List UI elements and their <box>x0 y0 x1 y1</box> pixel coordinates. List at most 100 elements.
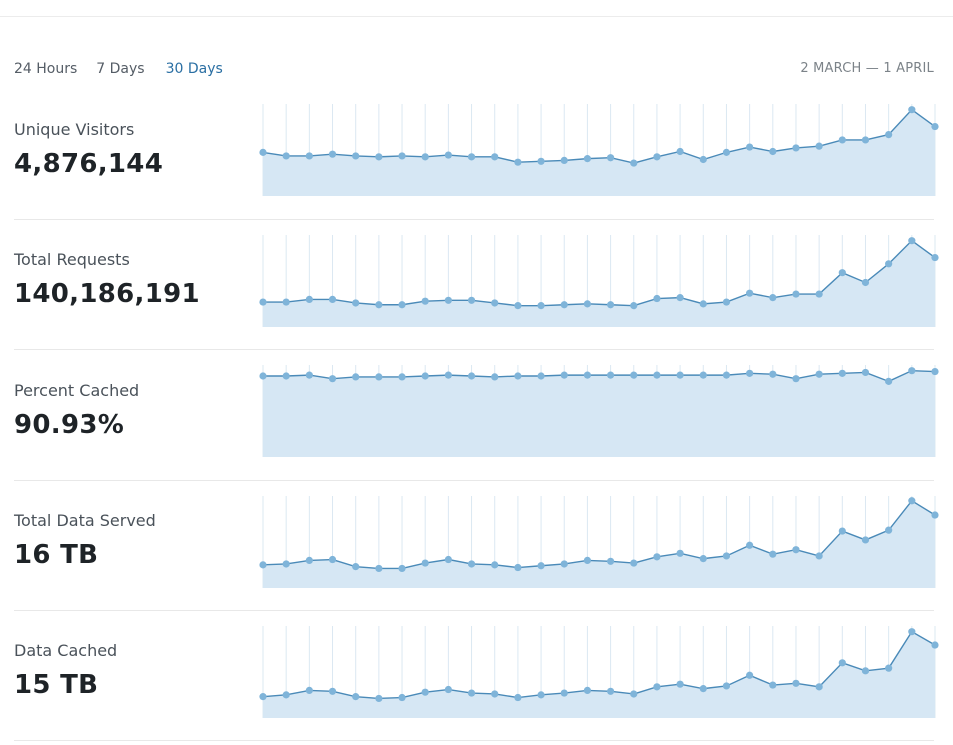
data-point[interactable] <box>421 688 429 696</box>
data-point[interactable] <box>722 682 731 690</box>
data-point[interactable] <box>722 371 731 379</box>
data-point[interactable] <box>630 690 638 698</box>
data-point[interactable] <box>815 370 823 378</box>
data-point[interactable] <box>583 556 592 565</box>
data-point[interactable] <box>838 269 846 277</box>
data-point[interactable] <box>699 555 707 563</box>
data-point[interactable] <box>514 158 522 166</box>
data-point[interactable] <box>328 295 337 304</box>
data-point[interactable] <box>838 369 846 377</box>
data-point[interactable] <box>908 367 916 375</box>
data-point[interactable] <box>491 299 499 307</box>
data-point[interactable] <box>746 671 754 679</box>
data-point[interactable] <box>606 557 615 565</box>
data-point[interactable] <box>259 561 267 569</box>
data-point[interactable] <box>792 546 800 554</box>
data-point[interactable] <box>861 536 870 544</box>
data-point[interactable] <box>375 373 383 381</box>
data-point[interactable] <box>328 687 337 695</box>
data-point[interactable] <box>838 136 846 144</box>
data-point[interactable] <box>746 541 754 549</box>
data-point[interactable] <box>467 296 476 304</box>
data-point[interactable] <box>282 152 290 160</box>
data-point[interactable] <box>699 300 707 308</box>
data-point[interactable] <box>421 372 429 380</box>
data-point[interactable] <box>398 693 406 702</box>
data-point[interactable] <box>931 253 939 262</box>
data-point[interactable] <box>769 550 777 558</box>
data-point[interactable] <box>560 156 568 164</box>
data-point[interactable] <box>560 371 568 379</box>
data-point[interactable] <box>676 680 684 688</box>
data-point[interactable] <box>421 153 429 161</box>
data-point[interactable] <box>606 371 615 379</box>
data-point[interactable] <box>792 679 800 687</box>
data-point[interactable] <box>908 237 916 245</box>
data-point[interactable] <box>305 152 313 160</box>
data-point[interactable] <box>746 143 754 151</box>
data-point[interactable] <box>931 511 939 519</box>
data-point[interactable] <box>421 297 429 305</box>
data-point[interactable] <box>769 681 777 689</box>
data-point[interactable] <box>259 693 267 701</box>
data-point[interactable] <box>328 555 337 564</box>
data-point[interactable] <box>606 301 615 309</box>
data-point[interactable] <box>769 294 777 302</box>
data-point[interactable] <box>398 152 406 160</box>
data-point[interactable] <box>792 375 800 383</box>
data-point[interactable] <box>653 371 661 379</box>
data-point[interactable] <box>537 372 545 380</box>
data-point[interactable] <box>931 367 939 376</box>
data-point[interactable] <box>630 159 638 167</box>
data-point[interactable] <box>491 153 499 161</box>
data-point[interactable] <box>444 371 452 379</box>
data-point[interactable] <box>908 497 916 505</box>
data-point[interactable] <box>722 148 731 156</box>
tab-7-days[interactable]: 7 Days <box>96 61 145 77</box>
data-point[interactable] <box>815 142 823 150</box>
data-point[interactable] <box>769 370 777 378</box>
data-point[interactable] <box>792 144 800 152</box>
data-point[interactable] <box>352 563 360 571</box>
data-point[interactable] <box>537 691 545 699</box>
data-point[interactable] <box>328 150 337 158</box>
data-point[interactable] <box>769 147 777 156</box>
data-point[interactable] <box>305 371 313 379</box>
data-point[interactable] <box>282 372 290 380</box>
data-point[interactable] <box>537 157 545 165</box>
data-point[interactable] <box>583 371 592 379</box>
data-point[interactable] <box>861 667 870 675</box>
data-point[interactable] <box>305 556 313 565</box>
data-point[interactable] <box>398 373 406 381</box>
data-point[interactable] <box>792 290 800 298</box>
data-point[interactable] <box>885 260 893 268</box>
data-point[interactable] <box>699 685 707 693</box>
data-point[interactable] <box>467 372 476 380</box>
data-point[interactable] <box>421 559 429 567</box>
data-point[interactable] <box>583 155 592 163</box>
data-point[interactable] <box>537 562 545 570</box>
data-point[interactable] <box>861 368 870 377</box>
data-point[interactable] <box>815 683 823 691</box>
data-point[interactable] <box>908 628 916 636</box>
data-point[interactable] <box>375 153 383 161</box>
data-point[interactable] <box>537 302 545 310</box>
data-point[interactable] <box>398 301 406 309</box>
data-point[interactable] <box>514 693 522 702</box>
data-point[interactable] <box>352 299 360 307</box>
data-point[interactable] <box>815 290 823 298</box>
data-point[interactable] <box>630 371 638 379</box>
data-point[interactable] <box>861 278 870 287</box>
data-point[interactable] <box>444 151 452 159</box>
data-point[interactable] <box>375 564 383 573</box>
data-point[interactable] <box>352 152 360 160</box>
data-point[interactable] <box>931 122 939 131</box>
data-point[interactable] <box>676 294 684 302</box>
data-point[interactable] <box>398 564 406 573</box>
data-point[interactable] <box>699 155 707 164</box>
tab-30-days[interactable]: 30 Days <box>165 61 223 77</box>
data-point[interactable] <box>560 689 568 697</box>
data-point[interactable] <box>630 302 638 310</box>
data-point[interactable] <box>560 560 568 568</box>
data-point[interactable] <box>676 371 684 379</box>
